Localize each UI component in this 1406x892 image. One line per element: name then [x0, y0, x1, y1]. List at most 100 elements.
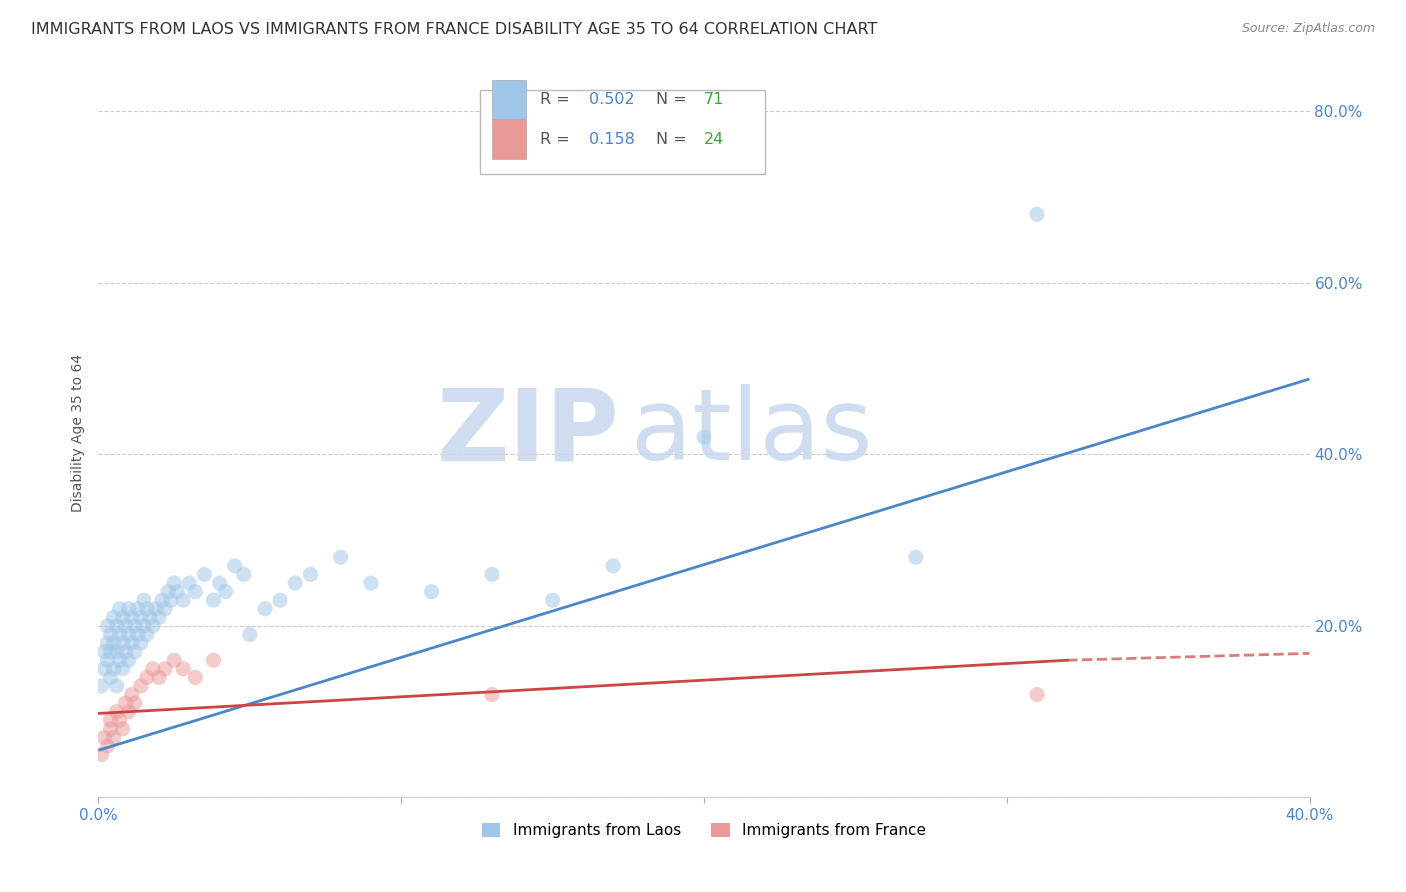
Point [193, 567, 215, 582]
Point [157, 584, 180, 599]
Text: 0.502: 0.502 [589, 92, 634, 107]
Point [105, 705, 128, 719]
Point [132, 593, 155, 607]
Point [166, 584, 188, 599]
Point [100, 645, 122, 659]
Point [105, 619, 128, 633]
Point [108, 627, 131, 641]
Point [121, 610, 143, 624]
Point [108, 653, 131, 667]
Y-axis label: Disability Age 35 to 64: Disability Age 35 to 64 [72, 354, 86, 512]
Point [132, 619, 155, 633]
Point [127, 601, 149, 615]
Point [163, 653, 186, 667]
Point [202, 593, 225, 607]
Point [96, 636, 118, 650]
Point [114, 696, 136, 710]
Text: R =: R = [540, 92, 575, 107]
Point [108, 713, 131, 727]
Point [100, 713, 122, 727]
Text: N =: N = [655, 132, 692, 146]
Point [150, 593, 173, 607]
Text: 71: 71 [704, 92, 724, 107]
Point [100, 670, 122, 684]
Point [142, 662, 165, 676]
Point [118, 705, 141, 719]
Point [114, 645, 136, 659]
Point [111, 662, 134, 676]
Point [111, 636, 134, 650]
Point [90, 747, 112, 762]
Point [172, 662, 194, 676]
Point [420, 584, 443, 599]
Point [118, 601, 141, 615]
Point [172, 593, 194, 607]
Bar [492, 119, 526, 159]
Text: IMMIGRANTS FROM LAOS VS IMMIGRANTS FROM FRANCE DISABILITY AGE 35 TO 64 CORRELATI: IMMIGRANTS FROM LAOS VS IMMIGRANTS FROM … [31, 22, 877, 37]
Point [284, 576, 307, 591]
Point [121, 688, 143, 702]
Point [111, 610, 134, 624]
Point [93, 731, 115, 745]
Point [124, 645, 146, 659]
Point [135, 627, 157, 641]
Point [139, 610, 162, 624]
Legend: Immigrants from Laos, Immigrants from France: Immigrants from Laos, Immigrants from Fr… [475, 817, 932, 845]
Point [239, 627, 262, 641]
Point [111, 722, 134, 736]
Point [114, 619, 136, 633]
Point [1026, 207, 1049, 221]
Point [129, 636, 152, 650]
Text: ZIP: ZIP [436, 384, 619, 482]
Point [93, 662, 115, 676]
Point [299, 567, 322, 582]
Point [103, 636, 125, 650]
Text: N =: N = [655, 92, 692, 107]
Point [360, 576, 382, 591]
Point [184, 584, 207, 599]
Point [93, 645, 115, 659]
Point [214, 584, 236, 599]
Point [602, 558, 624, 573]
Point [96, 739, 118, 753]
Point [105, 645, 128, 659]
Point [253, 601, 276, 615]
Point [148, 670, 170, 684]
Point [129, 610, 152, 624]
Point [481, 567, 503, 582]
Point [153, 601, 176, 615]
Text: R =: R = [540, 132, 575, 146]
Point [232, 567, 254, 582]
Point [179, 576, 201, 591]
Point [127, 627, 149, 641]
Point [208, 576, 231, 591]
Bar [492, 79, 526, 120]
Point [124, 619, 146, 633]
Point [118, 627, 141, 641]
Text: Source: ZipAtlas.com: Source: ZipAtlas.com [1241, 22, 1375, 36]
Point [142, 619, 165, 633]
Point [269, 593, 291, 607]
Point [124, 696, 146, 710]
Point [202, 653, 225, 667]
Point [135, 601, 157, 615]
Point [96, 619, 118, 633]
Point [129, 679, 152, 693]
Point [693, 430, 716, 444]
Point [103, 662, 125, 676]
Point [329, 550, 352, 565]
FancyBboxPatch shape [479, 90, 765, 174]
Point [153, 662, 176, 676]
Text: atlas: atlas [631, 384, 873, 482]
Point [118, 653, 141, 667]
Point [160, 593, 183, 607]
Text: 24: 24 [704, 132, 724, 146]
Point [105, 679, 128, 693]
Point [184, 670, 207, 684]
Point [121, 636, 143, 650]
Point [100, 627, 122, 641]
Point [103, 731, 125, 745]
Text: 0.158: 0.158 [589, 132, 634, 146]
Point [108, 601, 131, 615]
Point [148, 610, 170, 624]
